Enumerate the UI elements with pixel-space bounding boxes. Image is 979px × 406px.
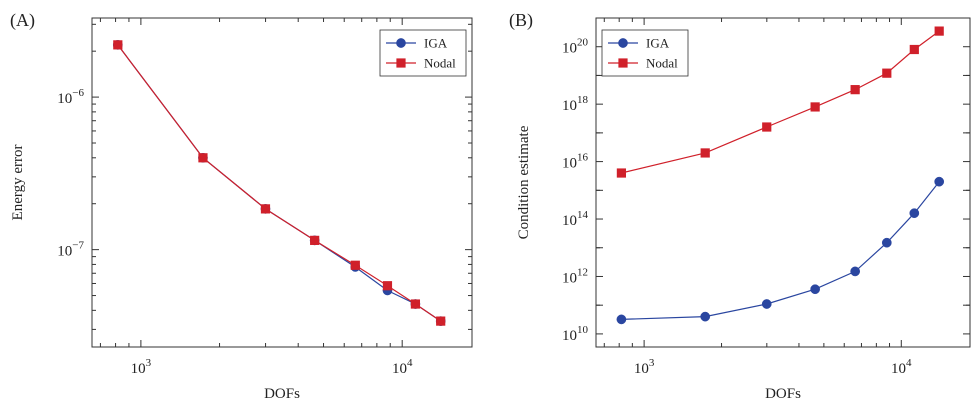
series-iga-point [761, 299, 772, 309]
panel-label: (B) [509, 10, 533, 31]
y-tick-label: 1012 [562, 266, 588, 286]
panel-b: 103 104 1010 1012 1014 1016 1018 1020 DOFs Condit… [509, 10, 971, 402]
series-nodal-point [810, 102, 820, 112]
series-iga-point [700, 311, 711, 322]
series-nodal-point [260, 204, 271, 214]
y-axis-label: Condition estimate [516, 125, 532, 239]
series-nodal-point [382, 281, 393, 291]
series-nodal [113, 40, 446, 326]
series-iga-point [810, 284, 820, 295]
series-nodal-point [762, 122, 772, 132]
series-iga [616, 176, 945, 325]
y-tick-label: 1016 [562, 152, 589, 172]
y-tick-label: 1010 [562, 324, 589, 344]
series-nodal-point [436, 316, 446, 326]
series-iga-line [117, 44, 442, 322]
legend-marker [618, 58, 628, 68]
legend-box [601, 29, 689, 77]
series-nodal-point [198, 153, 208, 163]
y-axis-label: Energy error [10, 145, 26, 221]
legend-box [379, 29, 467, 77]
series-nodal-point [882, 68, 892, 78]
series-iga-point [934, 176, 945, 187]
series-nodal-point [410, 299, 421, 309]
x-axis-label: DOFs [264, 386, 300, 402]
x-tick-label: 103 [634, 357, 655, 377]
y-tick-label: 1018 [562, 94, 589, 114]
legend-label: IGA [646, 36, 670, 51]
y-tick-label: 1020 [562, 37, 589, 57]
series-iga-point [616, 314, 627, 325]
legend: IGA Nodal [379, 29, 467, 77]
series-nodal-point [310, 235, 320, 245]
plot-frame [91, 17, 473, 348]
legend-label: IGA [424, 36, 448, 51]
legend-marker [396, 58, 406, 68]
plot-frame [595, 17, 971, 348]
panel-label: (A) [10, 10, 35, 31]
series-iga-point [909, 208, 920, 219]
series-nodal-point [700, 148, 710, 158]
x-tick-label: 104 [891, 357, 912, 377]
legend: IGA Nodal [601, 29, 689, 77]
legend-marker [618, 38, 628, 48]
x-tick-label: 104 [392, 357, 413, 377]
legend-label: Nodal [424, 56, 456, 71]
series-iga-line [621, 181, 940, 320]
series-nodal-point [113, 40, 123, 50]
legend-marker [396, 38, 406, 48]
y-tick-label: 1014 [562, 209, 589, 229]
series-nodal [616, 26, 944, 178]
series-nodal-line [117, 44, 442, 322]
series-nodal-point [350, 260, 360, 270]
series-nodal-point [934, 26, 944, 36]
panel-a: 103 104 10−7 10−6 DOFs Energy error (A) IGA Noda… [10, 10, 473, 402]
legend-label: Nodal [646, 56, 678, 71]
y-tick-label: 10−7 [57, 240, 84, 260]
series-nodal-point [616, 168, 627, 178]
series-nodal-point [909, 44, 919, 55]
series-iga [112, 40, 446, 326]
series-iga-point [881, 237, 892, 248]
x-tick-label: 103 [131, 357, 152, 377]
y-tick-label: 10−6 [57, 87, 84, 107]
series-iga-point [850, 266, 861, 277]
x-axis-label: DOFs [765, 386, 801, 402]
series-nodal-point [850, 85, 860, 95]
